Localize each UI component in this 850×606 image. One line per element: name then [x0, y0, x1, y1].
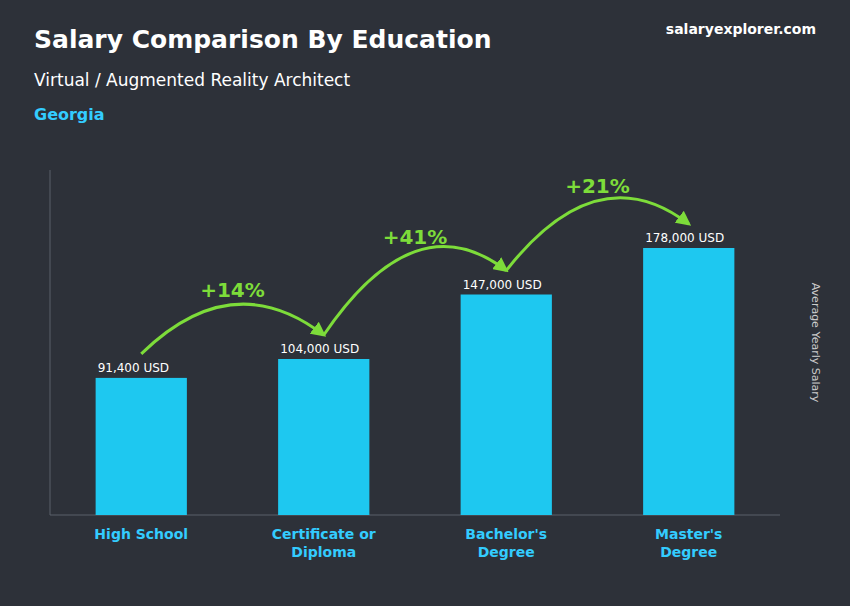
x-tick-label-line: High School [94, 526, 188, 542]
y-axis-label: Average Yearly Salary [809, 283, 822, 403]
change-arrow [141, 304, 324, 354]
location: Georgia [34, 105, 105, 124]
x-tick-label-line: Degree [478, 544, 535, 560]
change-arrow [324, 247, 507, 335]
x-tick-label: Bachelor's Degree [465, 526, 547, 560]
bar [461, 295, 552, 516]
x-tick-label-line: Master's [655, 526, 722, 542]
annotation: +41% [383, 225, 448, 249]
data-label: 91,400 USD [98, 361, 169, 375]
x-tick-label-line: Degree [660, 544, 717, 560]
x-tick-label: Master's Degree [655, 526, 722, 560]
x-tick-label: Certificate or Diploma [272, 526, 376, 560]
data-label: 147,000 USD [463, 278, 542, 292]
title: Salary Comparison By Education [34, 25, 491, 54]
background [0, 0, 850, 606]
annotation: +21% [565, 174, 630, 198]
x-tick-label-line: Diploma [291, 544, 356, 560]
bar [96, 378, 187, 515]
y-axis-line [50, 170, 51, 515]
x-tick-label-line: Bachelor's [465, 526, 547, 542]
annotation: +14% [200, 278, 265, 302]
bars [96, 248, 735, 515]
bar [278, 359, 369, 515]
x-tick-label: High School [94, 526, 188, 542]
data-label: 178,000 USD [645, 231, 724, 245]
subtitle: Virtual / Augmented Reality Architect [34, 70, 350, 90]
data-label: 104,000 USD [280, 342, 359, 356]
chart: Salary Comparison By Education Virtual / … [0, 0, 850, 606]
x-tick-label-line: Certificate or [272, 526, 376, 542]
watermark: salaryexplorer.com [666, 21, 816, 37]
bar [643, 248, 734, 515]
change-arrow [506, 198, 689, 271]
